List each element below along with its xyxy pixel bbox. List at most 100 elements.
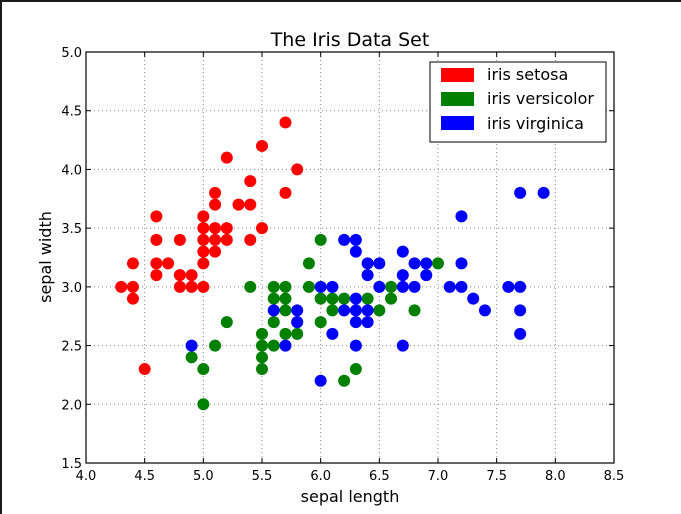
data-point xyxy=(338,304,351,317)
data-point xyxy=(314,233,327,246)
series-iris-setosa xyxy=(115,116,304,376)
data-point xyxy=(197,398,210,411)
data-point xyxy=(514,280,527,293)
data-point xyxy=(443,280,456,293)
y-tick-label: 5.0 xyxy=(61,46,82,61)
data-point xyxy=(209,339,222,352)
data-point xyxy=(197,280,210,293)
legend-item-virginica: iris virginica xyxy=(441,114,584,133)
legend-swatch-virginica xyxy=(441,116,474,130)
data-point xyxy=(279,116,292,129)
data-point xyxy=(209,198,222,211)
chart-title: The Iris Data Set xyxy=(270,29,430,51)
data-point xyxy=(455,257,468,270)
data-point xyxy=(420,269,433,282)
data-point xyxy=(220,316,233,329)
data-point xyxy=(220,233,233,246)
y-tick-label: 3.0 xyxy=(61,281,82,296)
data-point xyxy=(279,292,292,305)
data-point xyxy=(244,280,257,293)
data-point xyxy=(478,304,491,317)
data-point xyxy=(420,257,433,270)
data-point xyxy=(408,280,421,293)
data-point xyxy=(361,304,374,317)
x-tick-label: 4.0 xyxy=(76,469,97,484)
data-point xyxy=(209,245,222,258)
data-point xyxy=(150,233,163,246)
data-point xyxy=(197,363,210,376)
data-point xyxy=(349,245,362,258)
data-point xyxy=(185,269,198,282)
legend-swatch-versicolor xyxy=(441,92,474,106)
legend-label-virginica: iris virginica xyxy=(487,114,584,133)
data-point xyxy=(150,257,163,270)
data-point xyxy=(361,257,374,270)
data-point xyxy=(455,280,468,293)
x-tick-label: 7.5 xyxy=(486,469,507,484)
data-point xyxy=(514,304,527,317)
data-point xyxy=(173,280,186,293)
data-point xyxy=(279,327,292,340)
legend-label-versicolor: iris versicolor xyxy=(487,89,594,108)
data-point xyxy=(291,163,304,176)
data-point xyxy=(326,327,339,340)
data-point xyxy=(244,198,257,211)
data-point xyxy=(349,233,362,246)
data-point xyxy=(291,316,304,329)
data-point xyxy=(209,233,222,246)
data-point xyxy=(267,280,280,293)
y-tick-label: 2.0 xyxy=(61,398,82,413)
data-point xyxy=(408,257,421,270)
x-tick-label: 4.5 xyxy=(134,469,155,484)
data-point xyxy=(396,339,409,352)
data-point xyxy=(432,257,444,270)
legend-item-setosa: iris setosa xyxy=(441,65,568,84)
data-point xyxy=(349,363,362,376)
series-iris-virginica xyxy=(185,186,550,387)
data-point xyxy=(338,374,351,387)
data-point xyxy=(256,351,268,364)
data-point xyxy=(385,280,398,293)
data-point xyxy=(256,363,268,376)
data-point xyxy=(291,327,304,340)
data-point xyxy=(326,292,339,305)
data-point xyxy=(138,363,151,376)
data-point xyxy=(408,304,421,317)
data-point xyxy=(185,339,198,352)
data-point xyxy=(361,269,374,282)
data-point xyxy=(291,304,304,317)
data-point xyxy=(514,186,527,199)
data-point xyxy=(267,292,280,305)
data-point xyxy=(256,339,268,352)
data-point xyxy=(232,198,245,211)
data-point xyxy=(349,292,362,305)
data-point xyxy=(373,280,386,293)
series-iris-versicolor xyxy=(185,233,444,411)
data-point xyxy=(220,222,233,235)
x-tick-label: 5.0 xyxy=(193,469,214,484)
data-point xyxy=(115,280,128,293)
x-tick-label: 6.0 xyxy=(310,469,331,484)
data-point xyxy=(256,139,268,152)
data-point xyxy=(326,280,339,293)
data-point xyxy=(244,233,257,246)
data-point xyxy=(373,304,386,317)
data-point xyxy=(502,280,515,293)
data-point xyxy=(267,304,280,317)
legend: iris setosa iris versicolor iris virgini… xyxy=(429,61,607,143)
data-point xyxy=(349,316,362,329)
axis-ticks: 4.0 4.5 5.0 5.5 6.0 6.5 7.0 7.5 8.0 8.5 1.5 2.0 2.5 3… xyxy=(61,46,624,484)
data-point xyxy=(314,316,327,329)
y-axis-label: sepal width xyxy=(36,211,55,303)
data-point xyxy=(173,269,186,282)
data-point xyxy=(185,280,198,293)
data-point xyxy=(373,257,386,270)
data-point xyxy=(256,327,268,340)
data-points xyxy=(115,116,550,411)
legend-item-versicolor: iris versicolor xyxy=(441,89,594,108)
data-point xyxy=(197,233,210,246)
data-point xyxy=(338,233,351,246)
data-point xyxy=(279,280,292,293)
